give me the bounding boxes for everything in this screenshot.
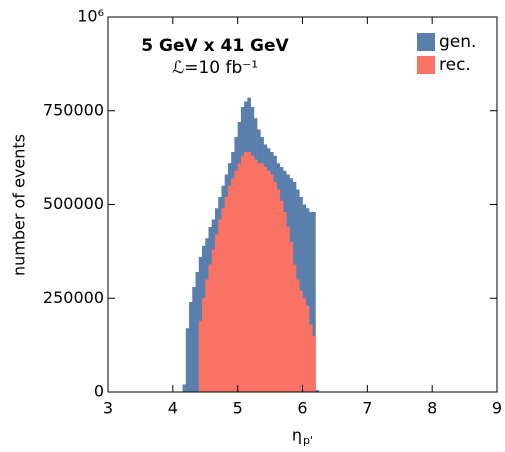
histogram-bar: [185, 328, 190, 392]
histogram-bar: [312, 212, 316, 392]
x-tick-label: 4: [168, 399, 178, 418]
histogram-bar: [302, 298, 307, 392]
histogram-bar: [257, 163, 261, 392]
histogram-bar: [292, 264, 297, 392]
histogram-bar: [247, 152, 251, 392]
y-tick-label: 500000: [43, 194, 104, 213]
histogram-bar: [308, 212, 313, 392]
x-axis-label-subscript: p': [303, 434, 313, 447]
histogram-bar: [279, 200, 284, 392]
x-tick-label: 6: [297, 399, 307, 418]
histogram-bar: [270, 174, 274, 392]
histogram-bar: [240, 155, 245, 392]
histogram-bar: [276, 189, 281, 392]
histogram-bar: [305, 305, 310, 392]
histogram-bar: [211, 249, 216, 392]
histogram-bar: [286, 227, 290, 392]
y-axis-label: number of events: [10, 134, 29, 276]
histogram-bar: [266, 170, 271, 392]
y-tick-label: 10⁶: [77, 7, 104, 26]
y-tick-label: 750000: [43, 100, 104, 119]
x-tick-label: 9: [492, 399, 502, 418]
legend-swatch: [417, 33, 435, 51]
histogram-bar: [189, 302, 193, 392]
histogram-bar: [253, 159, 258, 392]
chart-subtitle: ℒ=10 fb⁻¹: [172, 58, 258, 78]
histogram-bar: [260, 163, 264, 392]
histogram-bar: [289, 242, 294, 392]
histogram-bar: [224, 197, 229, 392]
chart-title: 5 GeV x 41 GeV: [141, 36, 289, 56]
histogram-bar: [305, 208, 310, 392]
x-tick-label: 7: [362, 399, 372, 418]
x-tick-label: 3: [103, 399, 113, 418]
x-axis-label: η: [292, 426, 302, 445]
histogram-bar: [315, 390, 320, 392]
histogram-bar: [237, 163, 242, 392]
histogram-bar: [312, 335, 316, 392]
histogram-bar: [195, 272, 200, 392]
histogram-bar: [202, 298, 206, 392]
histogram-bar: [244, 152, 248, 392]
histogram-bar: [263, 167, 268, 392]
y-tick-label: 250000: [43, 288, 104, 307]
histogram-bar: [231, 178, 235, 392]
y-tick-label: 0: [94, 382, 104, 401]
histogram-bar: [218, 219, 222, 392]
histogram-bar: [182, 384, 187, 392]
legend-label: gen.: [439, 32, 476, 52]
histogram-bar: [296, 279, 300, 392]
histogram-bar: [299, 290, 303, 392]
histogram-bar: [283, 212, 287, 392]
histogram-bar: [198, 320, 203, 392]
histogram-bar: [308, 324, 313, 392]
legend-label: rec.: [439, 55, 471, 75]
x-tick-label: 5: [233, 399, 243, 418]
x-tick-label: 8: [427, 399, 437, 418]
histogram-bar: [273, 182, 277, 392]
histogram-bar: [208, 264, 213, 392]
histogram-bar: [221, 208, 225, 392]
histogram-bar: [214, 234, 219, 392]
legend-swatch: [417, 56, 435, 74]
histogram-bar: [234, 170, 238, 392]
histogram-bar: [227, 185, 232, 392]
histogram-bar: [205, 279, 209, 392]
histogram-bar: [250, 155, 255, 392]
histogram-bar: [192, 287, 196, 392]
